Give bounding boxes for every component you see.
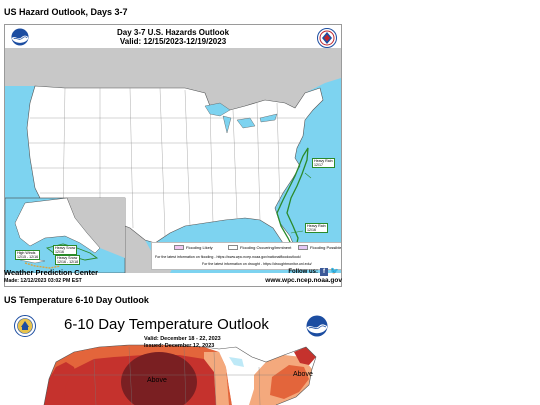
ak-heavy-snow-label-2: Heavy Snow 12/16 - 12/18 (55, 255, 81, 265)
label-date: 12/17 (314, 163, 323, 167)
wpc-made-time: Made: 12/12/2023 03:02 PM EST (4, 278, 82, 284)
temperature-section-title: US Temperature 6-10 Day Outlook (4, 295, 149, 305)
drought-note[interactable]: For the latest information on drought - … (202, 262, 312, 266)
legend-item: Flooding Occurring/Imminent (228, 245, 291, 250)
wpc-footer: Weather Prediction Center Made: 12/12/20… (4, 268, 342, 286)
nws-logo-icon (317, 28, 337, 48)
ak-heavy-snow-label-1: Heavy Snow 12/16 (53, 245, 78, 255)
label-text: Heavy Rain (314, 159, 333, 163)
above-label-central: Above (147, 377, 167, 384)
legend-label: Flooding Occurring/Imminent (240, 245, 292, 250)
hazards-map-canvas (5, 48, 341, 273)
hazards-map-title: Day 3-7 U.S. Hazards Outlook (116, 28, 230, 37)
label-date: 12/15 - 12/16 (17, 255, 39, 259)
label-date: 12/16 - 12/18 (57, 260, 79, 264)
twitter-icon[interactable]: 🐦 (330, 268, 339, 275)
wpc-url-link[interactable]: www.wpc.ncep.noaa.gov (265, 277, 342, 284)
legend-item: Flooding Possible (298, 245, 342, 250)
legend-swatch (228, 245, 238, 250)
legend-label: Flooding Possible (310, 245, 342, 250)
hazards-section-title: US Hazard Outlook, Days 3-7 (4, 7, 128, 17)
legend-label: Flooding Likely (186, 245, 213, 250)
label-date: 12/16 (307, 228, 316, 232)
commerce-dept-logo-icon (14, 315, 36, 337)
label-text: Heavy Snow (55, 246, 76, 250)
label-text: High Winds (17, 251, 36, 255)
legend-item: Flooding Likely (174, 245, 213, 250)
label-date: 12/16 (55, 250, 64, 254)
map-header: Day 3-7 U.S. Hazards Outlook Valid: 12/1… (5, 25, 341, 49)
temperature-map-title: 6-10 Day Temperature Outlook (64, 316, 269, 333)
facebook-icon[interactable]: f (320, 268, 328, 276)
legend-swatch (298, 245, 308, 250)
east-heavy-rain-label-2: Heavy Rain 12/16 (305, 223, 328, 233)
hazards-legend: Flooding Likely Flooding Occurring/Immin… (151, 242, 342, 270)
noaa-logo-icon (11, 28, 29, 46)
wpc-name: Weather Prediction Center (4, 268, 99, 277)
legend-swatch (174, 245, 184, 250)
hazards-valid-dates: Valid: 12/15/2023-12/19/2023 (119, 37, 227, 46)
flooding-note[interactable]: For the latest information on flooding -… (155, 255, 301, 259)
label-text: Heavy Rain (307, 224, 326, 228)
hazards-map[interactable]: Day 3-7 U.S. Hazards Outlook Valid: 12/1… (4, 24, 342, 287)
east-heavy-rain-label-1: Heavy Rain 12/17 (312, 158, 335, 168)
follow-us: Follow us: f 🐦 (288, 268, 339, 276)
ak-high-winds-label: High Winds 12/15 - 12/16 (15, 250, 41, 260)
above-label-east: Above (293, 371, 313, 378)
temperature-issued-date: Issued: December 12, 2023 (144, 343, 215, 349)
label-text: Heavy Snow (57, 256, 78, 260)
follow-label: Follow us: (288, 269, 318, 275)
temperature-valid-dates: Valid: December 18 - 22, 2023 (144, 336, 221, 342)
temperature-map-canvas (4, 307, 334, 405)
noaa-logo-icon (306, 315, 328, 337)
temperature-map[interactable]: 6-10 Day Temperature Outlook Valid: Dece… (4, 307, 334, 405)
